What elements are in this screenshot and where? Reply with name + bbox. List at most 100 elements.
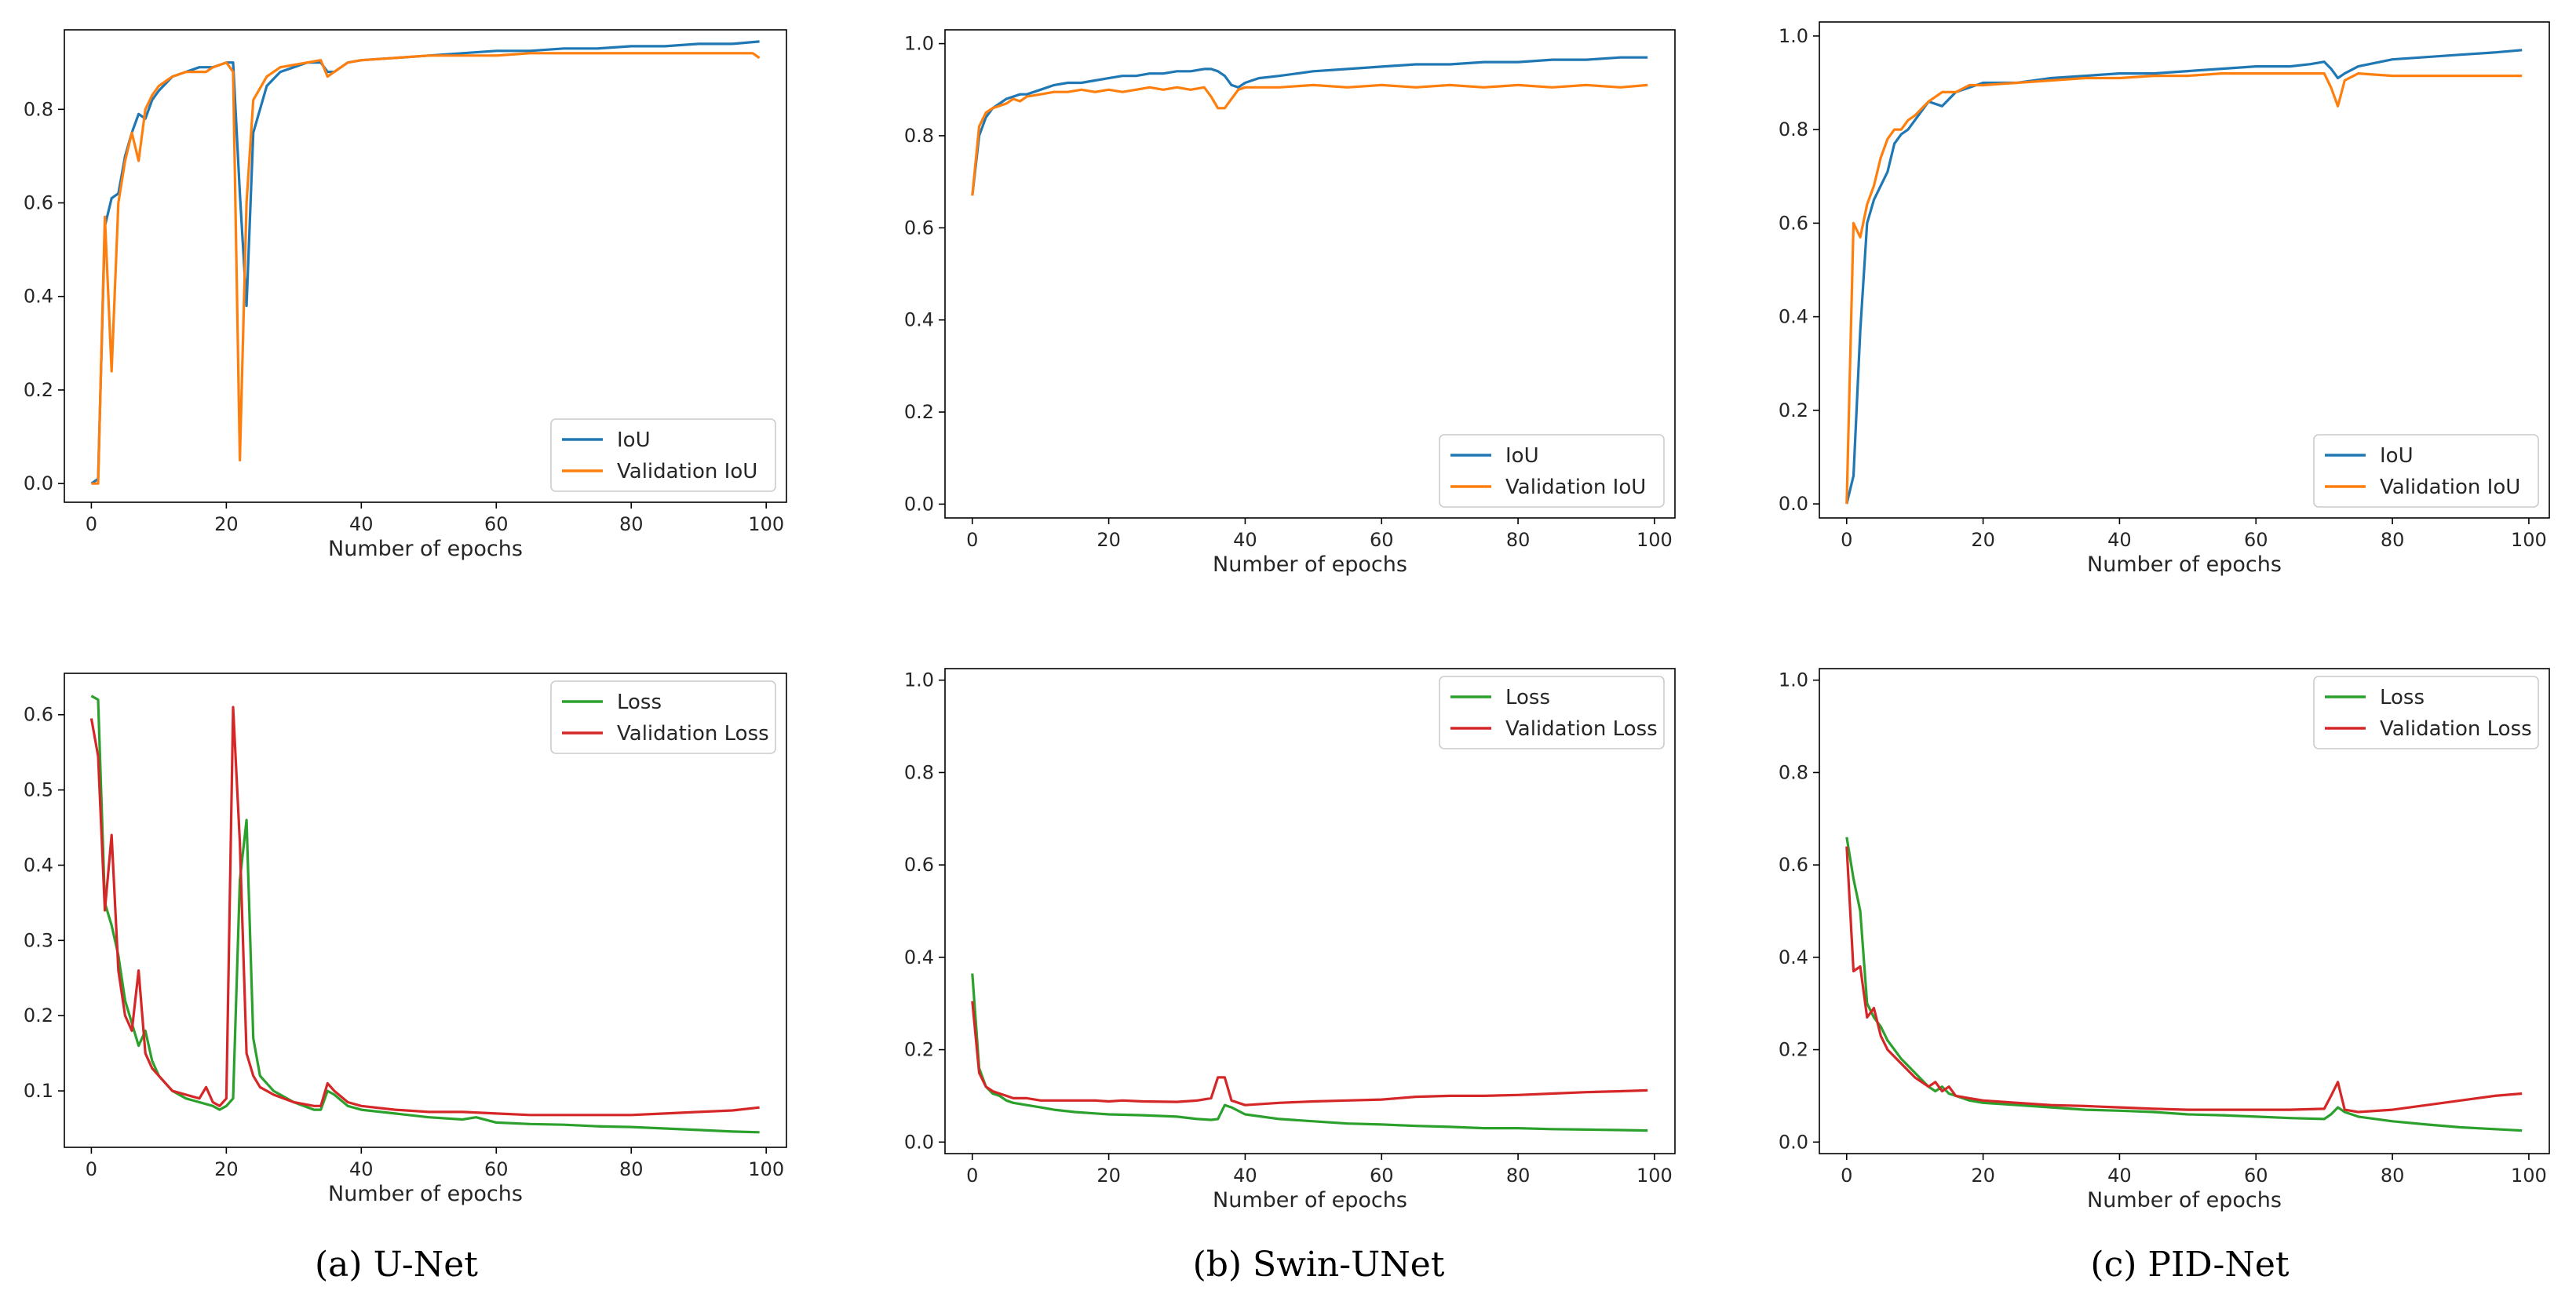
unet-loss-series-validation-loss <box>89 706 760 1117</box>
pid-iou-xtick-label: 40 <box>2107 529 2132 551</box>
pid-iou-series-validation-iou <box>1845 71 2523 505</box>
swin-loss-series-loss <box>971 973 1648 1132</box>
swin-iou-ytick-label: 0.8 <box>904 125 934 147</box>
caption-swin-unet: (b) Swin-UNet <box>1193 1245 1445 1285</box>
unet-iou-chart: 0 20 40 60 80 100 0.0 0.2 0.4 0.6 0.8 Number of epo… <box>24 29 787 561</box>
swin-loss-ytick-label: 0.4 <box>904 946 934 968</box>
unet-loss-xtick-label: 60 <box>484 1158 509 1180</box>
pid-loss-axes-frame <box>1819 668 2550 1154</box>
swin-loss-xtick-label: 80 <box>1506 1165 1531 1187</box>
swin-loss-ytick-label: 0.8 <box>904 761 934 783</box>
unet-iou-xtick-label: 100 <box>748 513 784 535</box>
unet-iou-ytick-label: 0.4 <box>24 286 53 308</box>
pid-iou-axes-frame <box>1819 21 2550 519</box>
pid-iou-xtick-label: 0 <box>1841 529 1852 551</box>
pid-iou-ytick-label: 1.0 <box>1779 25 1808 47</box>
unet-iou-axes-frame <box>64 29 787 503</box>
swin-loss-legend-label-loss: Loss <box>1505 686 1550 709</box>
pid-iou-legend-box <box>2313 434 2539 508</box>
swin-iou-legend: IoU Validation IoU <box>1439 434 1665 508</box>
swin-iou-chart: 0 20 40 60 80 100 0.0 0.2 0.4 0.6 0.8 1.0 Number of … <box>904 29 1676 577</box>
pid-loss-xtick-label: 20 <box>1971 1165 1995 1187</box>
unet-loss-axes-frame <box>64 673 787 1148</box>
swin-iou-xtick-label: 80 <box>1506 529 1531 551</box>
pid-iou-legend-label-iou: IoU <box>2380 444 2414 468</box>
pid-loss-xtick-label: 40 <box>2107 1165 2132 1187</box>
unet-iou-xtick-label: 40 <box>349 513 374 535</box>
swin-loss-series-validation-loss <box>971 1001 1648 1107</box>
swin-loss-axes-frame <box>944 668 1676 1154</box>
unet-iou-legend-label-iou: IoU <box>617 428 651 452</box>
unet-iou-legend-box <box>550 418 776 492</box>
pid-loss-series-validation-loss <box>1845 846 2523 1114</box>
pid-iou-xtick-label: 80 <box>2381 529 2405 551</box>
pid-iou-ytick-label: 0.8 <box>1779 118 1808 140</box>
unet-iou-xtick-label: 60 <box>484 513 509 535</box>
swin-iou-ytick-label: 0.4 <box>904 309 934 331</box>
unet-iou-ytick-label: 0.8 <box>24 98 53 120</box>
swin-loss-legend-label-validation-loss: Validation Loss <box>1505 717 1658 741</box>
swin-loss-xlabel: Number of epochs <box>1213 1188 1407 1212</box>
caption-unet: (a) U-Net <box>315 1245 478 1285</box>
unet-iou-xtick-label: 80 <box>619 513 644 535</box>
pid-loss-xtick-label: 100 <box>2511 1165 2547 1187</box>
unet-loss-chart: 0 20 40 60 80 100 0.1 0.2 0.3 0.4 0.5 0.6 Number of … <box>24 673 787 1206</box>
pid-loss-legend-label-validation-loss: Validation Loss <box>2380 717 2532 741</box>
swin-iou-xtick-label: 60 <box>1370 529 1394 551</box>
swin-iou-xtick-label: 100 <box>1636 529 1673 551</box>
swin-iou-legend-box <box>1439 434 1665 508</box>
pid-iou-xtick-label: 60 <box>2244 529 2268 551</box>
unet-iou-series-iou <box>90 40 760 485</box>
swin-loss-ytick-label: 0.0 <box>904 1131 934 1153</box>
unet-iou-xtick-label: 0 <box>86 513 97 535</box>
swin-loss-xtick-label: 60 <box>1370 1165 1394 1187</box>
swin-iou-ytick-label: 0.2 <box>904 401 934 423</box>
pid-iou-ytick-label: 0.4 <box>1779 306 1808 328</box>
swin-iou-ytick-label: 0.0 <box>904 493 934 515</box>
unet-loss-xtick-label: 100 <box>748 1158 784 1180</box>
pid-loss-legend-label-loss: Loss <box>2380 686 2425 709</box>
pid-loss-xtick-label: 0 <box>1841 1165 1852 1187</box>
swin-loss-ytick-label: 0.2 <box>904 1039 934 1061</box>
swin-iou-series-validation-iou <box>971 83 1648 196</box>
swin-iou-series-iou <box>971 56 1648 196</box>
unet-loss-xtick-label: 80 <box>619 1158 644 1180</box>
pid-loss-ytick-label: 0.6 <box>1779 854 1808 876</box>
pid-iou-chart: 0 20 40 60 80 100 0.0 0.2 0.4 0.6 0.8 1.0 Number of … <box>1779 21 2550 577</box>
unet-iou-ytick-label: 0.2 <box>24 379 53 401</box>
swin-loss-xtick-label: 0 <box>966 1165 978 1187</box>
unet-loss-ytick-label: 0.3 <box>24 929 53 951</box>
unet-loss-xlabel: Number of epochs <box>328 1182 523 1206</box>
pid-iou-ytick-label: 0.2 <box>1779 399 1808 421</box>
caption-pid-net: (c) PID-Net <box>2090 1245 2289 1285</box>
swin-loss-legend-box <box>1439 676 1665 749</box>
unet-iou-xlabel: Number of epochs <box>328 537 523 561</box>
swin-loss-ytick-label: 1.0 <box>904 669 934 691</box>
swin-loss-xtick-label: 100 <box>1636 1165 1673 1187</box>
unet-loss-ytick-label: 0.4 <box>24 854 53 876</box>
swin-iou-axes-frame <box>944 29 1676 519</box>
pid-loss-legend-box <box>2313 676 2539 749</box>
unet-iou-xtick-label: 20 <box>214 513 239 535</box>
pid-iou-xlabel: Number of epochs <box>2087 552 2282 577</box>
pid-loss-ytick-label: 0.8 <box>1779 761 1808 783</box>
unet-loss-xtick-label: 20 <box>214 1158 239 1180</box>
unet-iou-ytick-label: 0.6 <box>24 192 53 214</box>
pid-loss-xlabel: Number of epochs <box>2087 1188 2282 1212</box>
swin-loss-legend: Loss Validation Loss <box>1439 676 1665 749</box>
unet-loss-series-loss <box>90 695 760 1134</box>
pid-iou-xtick-label: 20 <box>1971 529 1995 551</box>
pid-iou-legend: IoU Validation IoU <box>2313 434 2539 508</box>
unet-loss-ytick-label: 0.5 <box>24 779 53 801</box>
unet-loss-legend-label-loss: Loss <box>617 691 662 714</box>
swin-loss-ytick-label: 0.6 <box>904 854 934 876</box>
pid-loss-xtick-label: 80 <box>2381 1165 2405 1187</box>
pid-iou-xtick-label: 100 <box>2511 529 2547 551</box>
pid-iou-series-iou <box>1845 49 2523 505</box>
unet-loss-ytick-label: 0.2 <box>24 1004 53 1026</box>
swin-iou-xtick-label: 0 <box>966 529 978 551</box>
unet-loss-legend: Loss Validation Loss <box>550 680 776 754</box>
unet-loss-ytick-label: 0.1 <box>24 1080 53 1102</box>
pid-loss-ytick-label: 0.0 <box>1779 1131 1808 1153</box>
